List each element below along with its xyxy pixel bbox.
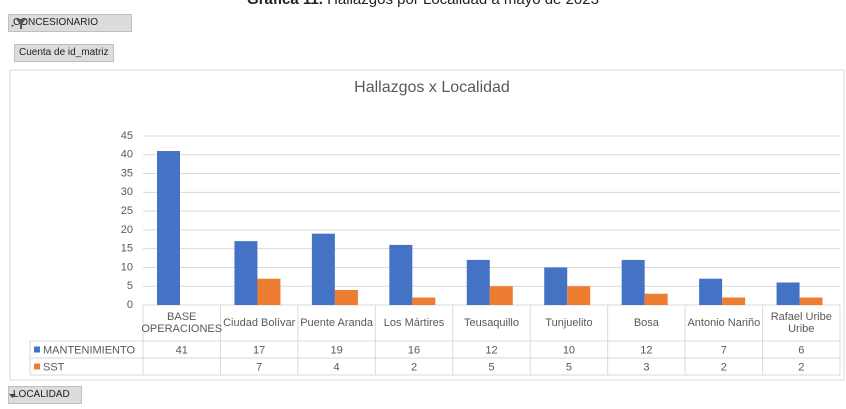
table-value: 3: [643, 361, 649, 373]
y-tick-label: 25: [121, 205, 133, 217]
bar: [544, 267, 568, 305]
axis-field-label: LOCALIDAD: [13, 389, 70, 400]
bar: [234, 241, 258, 305]
report-filter-label: CONCESIONARIO: [13, 17, 99, 28]
legend-label: SST: [43, 361, 65, 373]
filter-icon: [11, 19, 26, 29]
x-tick-label: Los Mártires: [383, 317, 445, 329]
table-value: 10: [563, 344, 575, 356]
y-tick-label: 0: [127, 299, 133, 311]
table-value: 16: [408, 344, 420, 356]
bar: [157, 151, 180, 305]
y-tick-label: 10: [121, 261, 133, 273]
bar: [311, 233, 335, 305]
bar: [489, 286, 513, 305]
bar: [257, 278, 281, 305]
bar: [334, 289, 358, 305]
x-tick-label: Teusaquillo: [463, 317, 519, 329]
y-tick-label: 45: [121, 130, 133, 142]
y-tick-label: 20: [121, 224, 133, 236]
legend-swatch: [34, 346, 40, 353]
table-value: 5: [488, 361, 494, 373]
report-filter-button[interactable]: CONCESIONARIO: [8, 14, 132, 32]
table-value: 19: [330, 344, 342, 356]
bar: [567, 286, 591, 305]
legend-label: MANTENIMIENTO: [43, 344, 136, 356]
bar: [699, 278, 723, 305]
x-tick-label: Puente Aranda: [300, 317, 373, 329]
table-value: 2: [798, 361, 804, 373]
x-tick-label: Bosa: [633, 317, 659, 329]
caption-label: Gráfica 11.: [247, 0, 323, 8]
y-tick-label: 5: [127, 280, 133, 292]
bar: [644, 293, 668, 305]
table-value: 7: [721, 344, 727, 356]
table-value: 4: [334, 361, 340, 373]
legend-swatch: [34, 363, 40, 370]
table-value: 7: [256, 361, 262, 373]
bar: [776, 282, 800, 305]
y-tick-label: 40: [121, 149, 133, 161]
caption-text: Hallazgos por Localidad a mayo de 2023: [327, 0, 599, 8]
bar: [389, 244, 413, 305]
dropdown-icon: [9, 394, 16, 398]
caption: Gráfica 11. Hallazgos por Localidad a ma…: [0, 0, 846, 8]
y-tick-label: 15: [121, 243, 133, 255]
value-field-button[interactable]: Cuenta de id_matriz: [14, 44, 114, 62]
table-value: 41: [176, 344, 188, 356]
x-tick-label: Antonio Nariño: [687, 317, 761, 329]
bar: [466, 259, 490, 305]
table-value: 2: [721, 361, 727, 373]
axis-field-button[interactable]: LOCALIDAD: [8, 386, 82, 404]
x-tick-label: Tunjuelito: [545, 317, 593, 329]
y-tick-label: 30: [121, 186, 133, 198]
bar: [621, 259, 645, 305]
value-field-label: Cuenta de id_matriz: [19, 47, 109, 58]
bar: [412, 297, 436, 305]
x-tick-label: BASE OPERACIONES: [141, 311, 223, 335]
table-value: 2: [411, 361, 417, 373]
x-tick-label: Ciudad Bolívar: [223, 317, 296, 329]
table-value: 12: [640, 344, 652, 356]
chart-border: [9, 69, 845, 381]
y-tick-label: 35: [121, 167, 133, 179]
table-value: 17: [253, 344, 265, 356]
table-value: 5: [566, 361, 572, 373]
table-value: 12: [485, 344, 497, 356]
chart-title: Hallazgos x Localidad: [354, 79, 510, 96]
bar: [722, 297, 746, 305]
x-tick-label: Rafael Uribe Uribe: [770, 311, 832, 335]
bar: [799, 297, 823, 305]
table-value: 6: [798, 344, 804, 356]
